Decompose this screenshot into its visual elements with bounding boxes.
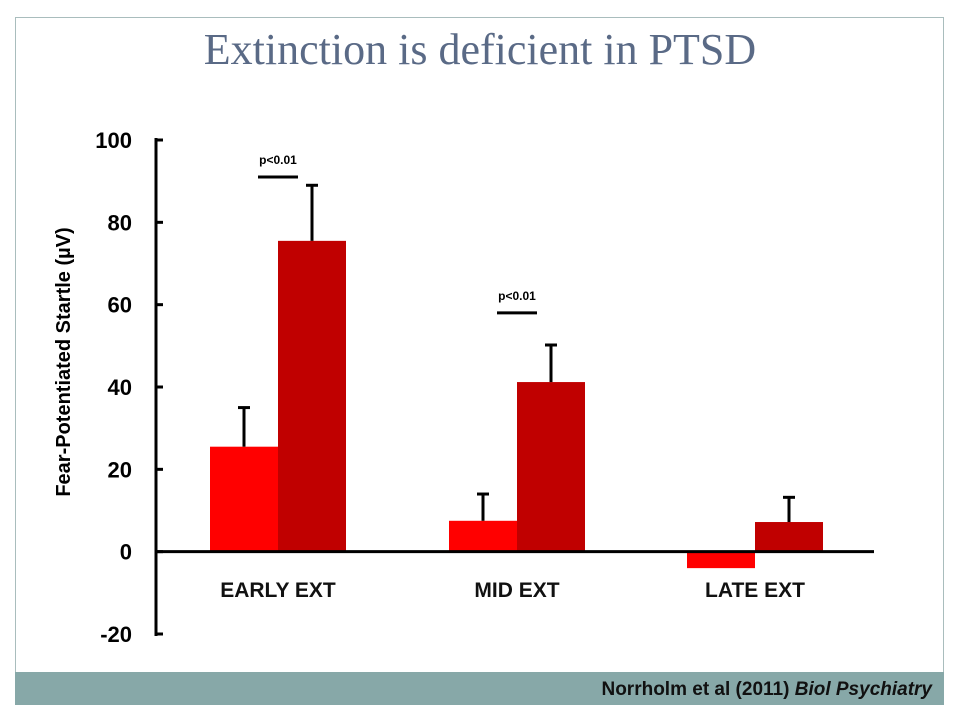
slide-frame bbox=[15, 17, 944, 705]
bar-mid-ext-series-2 bbox=[517, 382, 585, 552]
x-category-label: EARLY EXT bbox=[220, 579, 336, 602]
footer-band: Norrholm et al (2011) Biol Psychiatry bbox=[15, 672, 944, 705]
y-axis-title: Fear-Potentiated Startle (µV) bbox=[53, 227, 75, 496]
y-tick-label: -20 bbox=[100, 622, 132, 647]
y-tick-label: 60 bbox=[108, 293, 132, 318]
y-tick-label: 40 bbox=[108, 375, 132, 400]
bar-late-ext-series-1 bbox=[687, 551, 755, 569]
slide-title: Extinction is deficient in PTSD bbox=[203, 25, 757, 74]
significance-label: p<0.01 bbox=[259, 153, 297, 167]
bar-early-ext-series-2 bbox=[278, 240, 346, 552]
y-tick-label: 0 bbox=[120, 540, 132, 565]
bar-late-ext-series-2 bbox=[755, 522, 823, 552]
citation: Norrholm et al (2011) Biol Psychiatry bbox=[601, 679, 932, 701]
y-tick-label: 20 bbox=[108, 457, 132, 482]
citation-journal: Biol Psychiatry bbox=[794, 679, 932, 700]
significance-label: p<0.01 bbox=[498, 289, 536, 303]
y-tick-label: 100 bbox=[95, 128, 132, 153]
y-tick-label: 80 bbox=[108, 210, 132, 235]
x-category-label: LATE EXT bbox=[705, 579, 805, 602]
x-category-label: MID EXT bbox=[474, 579, 559, 602]
bar-mid-ext-series-1 bbox=[449, 520, 517, 552]
citation-authors: Norrholm et al (2011) bbox=[601, 679, 790, 700]
bar-early-ext-series-1 bbox=[210, 446, 278, 552]
